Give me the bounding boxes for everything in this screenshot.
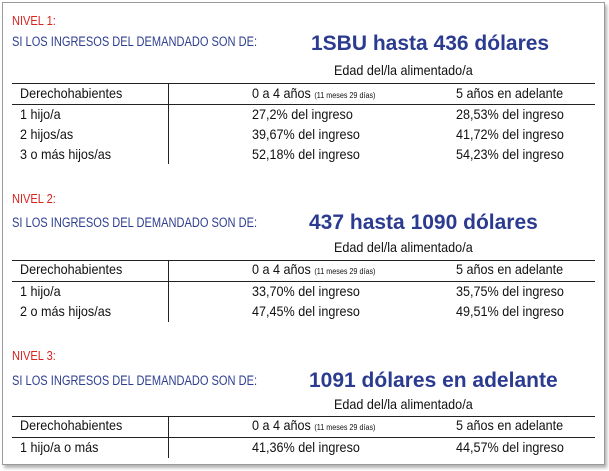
income-lead-text: SI LOS INGRESOS DEL DEMANDADO SON DE: bbox=[12, 34, 258, 49]
table-header-row: Derechohabientes 0 a 4 años (11 meses 29… bbox=[3, 417, 604, 437]
row-value-0-4: 27,2% del ingreso bbox=[252, 106, 353, 122]
row-label: 1 hijo/a o más bbox=[20, 439, 99, 455]
header-5-plus-years: 5 años en adelante bbox=[456, 261, 564, 277]
tabla-pensiones-alimenticias: NIVEL 1: SI LOS INGRESOS DEL DEMANDADO S… bbox=[2, 2, 605, 465]
row-label: 1 hijo/a bbox=[20, 283, 61, 299]
column-divider bbox=[168, 260, 169, 322]
header-0-4-label: 0 a 4 años bbox=[252, 85, 311, 101]
row-value-0-4: 33,70% del ingreso bbox=[252, 283, 360, 299]
row-value-5-plus: 49,51% del ingreso bbox=[456, 303, 564, 319]
table-top-rule bbox=[12, 83, 595, 84]
income-range: 1091 dólares en adelante bbox=[309, 369, 558, 392]
row-value-5-plus: 28,53% del ingreso bbox=[456, 106, 564, 122]
level-title: NIVEL 3: bbox=[12, 348, 56, 363]
header-0-4-note: (11 meses 29 días) bbox=[314, 267, 376, 276]
level-title: NIVEL 1: bbox=[12, 13, 56, 28]
table-row: 1 hijo/a 33,70% del ingreso 35,75% del i… bbox=[3, 283, 604, 303]
income-range: 1SBU hasta 436 dólares bbox=[311, 32, 550, 55]
column-divider bbox=[168, 83, 169, 164]
table-row: 1 hijo/a o más 41,36% del ingreso 44,57%… bbox=[3, 439, 604, 459]
header-0-4-years: 0 a 4 años (11 meses 29 días) bbox=[252, 261, 375, 277]
age-heading: Edad del/la alimentado/a bbox=[334, 396, 473, 412]
table-row: 2 hijos/as 39,67% del ingreso 41,72% del… bbox=[3, 126, 604, 146]
header-0-4-label: 0 a 4 años bbox=[252, 261, 311, 277]
table-row: 3 o más hijos/as 52,18% del ingreso 54,2… bbox=[3, 146, 604, 166]
header-5-plus-years: 5 años en adelante bbox=[456, 417, 564, 433]
table-top-rule bbox=[12, 416, 595, 417]
table-header-row: Derechohabientes 0 a 4 años (11 meses 29… bbox=[3, 261, 604, 281]
income-lead-text: SI LOS INGRESOS DEL DEMANDADO SON DE: bbox=[12, 373, 258, 388]
header-5-plus-years: 5 años en adelante bbox=[456, 85, 564, 101]
age-heading: Edad del/la alimentado/a bbox=[334, 239, 473, 255]
header-derechohabientes: Derechohabientes bbox=[20, 417, 123, 433]
row-label: 2 o más hijos/as bbox=[20, 303, 112, 319]
row-value-5-plus: 35,75% del ingreso bbox=[456, 283, 564, 299]
row-value-5-plus: 44,57% del ingreso bbox=[456, 439, 564, 455]
row-value-0-4: 41,36% del ingreso bbox=[252, 439, 360, 455]
header-0-4-years: 0 a 4 años (11 meses 29 días) bbox=[252, 85, 375, 101]
header-0-4-label: 0 a 4 años bbox=[252, 417, 311, 433]
table-row: 1 hijo/a 27,2% del ingreso 28,53% del in… bbox=[3, 106, 604, 126]
table-top-rule bbox=[12, 260, 595, 261]
income-range: 437 hasta 1090 dólares bbox=[309, 211, 538, 234]
row-label: 3 o más hijos/as bbox=[20, 146, 112, 162]
row-label: 2 hijos/as bbox=[20, 126, 74, 142]
header-rule bbox=[12, 104, 595, 105]
table-header-row: Derechohabientes 0 a 4 años (11 meses 29… bbox=[3, 85, 604, 105]
row-value-5-plus: 54,23% del ingreso bbox=[456, 146, 564, 162]
header-0-4-note: (11 meses 29 días) bbox=[314, 91, 376, 100]
header-derechohabientes: Derechohabientes bbox=[20, 85, 123, 101]
table-row: 2 o más hijos/as 47,45% del ingreso 49,5… bbox=[3, 303, 604, 323]
age-heading: Edad del/la alimentado/a bbox=[334, 62, 473, 78]
row-label: 1 hijo/a bbox=[20, 106, 61, 122]
row-value-0-4: 39,67% del ingreso bbox=[252, 126, 360, 142]
income-lead-text: SI LOS INGRESOS DEL DEMANDADO SON DE: bbox=[12, 215, 258, 230]
header-derechohabientes: Derechohabientes bbox=[20, 261, 123, 277]
level-title: NIVEL 2: bbox=[12, 191, 56, 206]
header-rule bbox=[12, 437, 595, 438]
header-0-4-note: (11 meses 29 días) bbox=[314, 423, 376, 432]
header-rule bbox=[12, 281, 595, 282]
row-value-0-4: 52,18% del ingreso bbox=[252, 146, 360, 162]
row-value-0-4: 47,45% del ingreso bbox=[252, 303, 360, 319]
header-0-4-years: 0 a 4 años (11 meses 29 días) bbox=[252, 417, 375, 433]
row-value-5-plus: 41,72% del ingreso bbox=[456, 126, 564, 142]
